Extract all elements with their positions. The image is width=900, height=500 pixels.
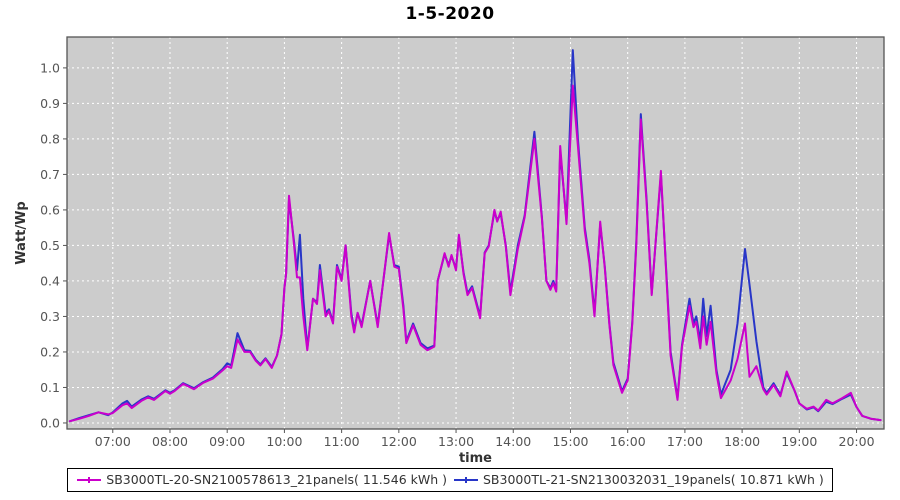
tick-labels: 07:00 08:00 09:00 10:00 11:00 12:00 13:00 14:00… [40,60,874,449]
x-tick-label: 18:00 [724,434,760,449]
gridlines [67,37,884,429]
x-tick-label: 09:00 [209,434,245,449]
legend-item-series2: SB3000TL-21-SN2130032031_19panels( 10.87… [453,472,824,487]
y-tick-label: 0.0 [40,415,60,430]
y-tick-label: 0.4 [40,273,60,288]
legend-label-series2: SB3000TL-21-SN2130032031_19panels( 10.87… [483,472,824,487]
y-tick-label: 0.3 [40,309,60,324]
series2-line-swatch-icon [454,476,478,483]
x-axis-label: time [459,451,492,466]
x-tick-label: 12:00 [381,434,417,449]
legend-item-series1: SB3000TL-20-SN2100578613_21panels( 11.54… [76,472,447,487]
y-tick-label: 0.1 [40,380,60,395]
y-tick-label: 0.8 [40,131,60,146]
y-tick-label: 0.9 [40,96,60,111]
y-tick-label: 0.6 [40,202,60,217]
series1-line [68,84,882,423]
y-tick-label: 0.7 [40,167,60,182]
y-tick-label: 0.5 [40,238,60,253]
x-tick-label: 16:00 [610,434,646,449]
x-tick-label: 07:00 [95,434,131,449]
y-axis-label: Watt/Wp [14,201,29,264]
series1-line-swatch-icon [77,476,102,483]
x-tick-label: 15:00 [552,434,588,449]
x-tick-label: 11:00 [324,434,360,449]
chart-title: 1-5-2020 [405,4,495,24]
x-tick-label: 20:00 [839,434,875,449]
y-tick-label: 1.0 [40,60,60,75]
plot-border [66,36,885,430]
y-tick-label: 0.2 [40,344,60,359]
x-tick-label: 17:00 [667,434,703,449]
x-tick-label: 14:00 [495,434,531,449]
legend-label-series1: SB3000TL-20-SN2100578613_21panels( 11.54… [106,472,447,487]
legend: SB3000TL-20-SN2100578613_21panels( 11.54… [0,468,900,492]
legend-box: SB3000TL-20-SN2100578613_21panels( 11.54… [67,468,833,492]
x-tick-label: 10:00 [266,434,302,449]
x-tick-label: 08:00 [152,434,188,449]
tick-marks [63,67,858,433]
x-tick-label: 13:00 [438,434,474,449]
x-tick-label: 19:00 [781,434,817,449]
